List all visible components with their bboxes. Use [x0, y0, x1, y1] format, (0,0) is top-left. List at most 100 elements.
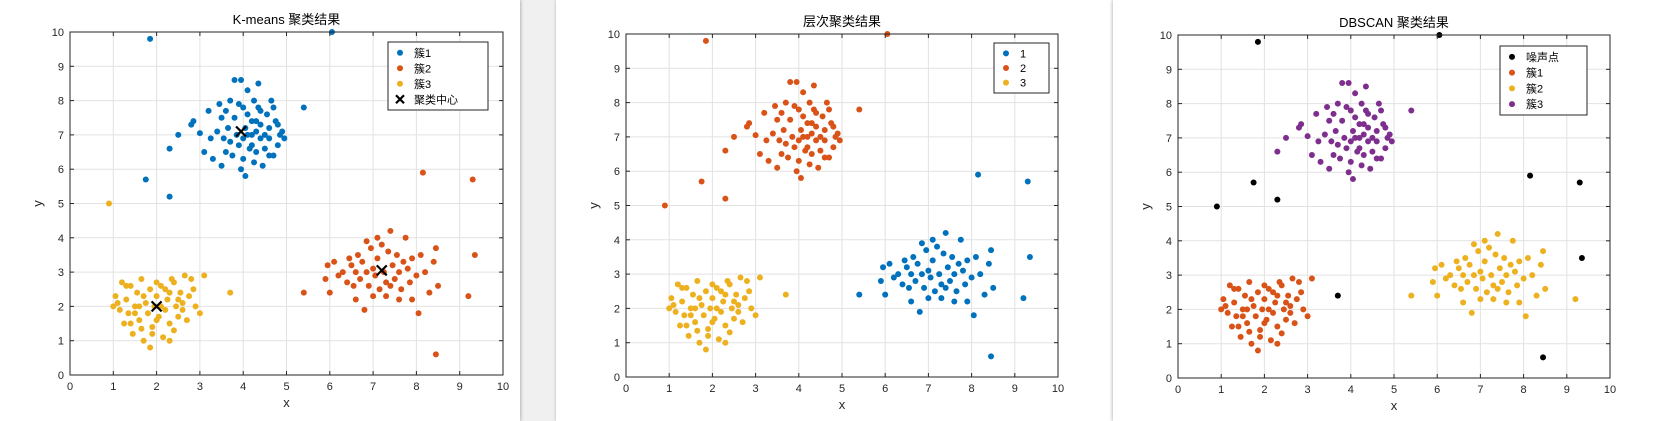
x-axis-label: x — [1391, 398, 1398, 413]
point-1 — [957, 236, 964, 243]
x-axis-label: x — [283, 395, 290, 410]
point-簇1 — [222, 149, 229, 156]
point-2 — [787, 116, 794, 123]
point-簇2 — [393, 251, 400, 258]
point-2 — [769, 130, 776, 137]
point-簇3 — [196, 310, 203, 317]
point-簇1 — [264, 111, 271, 118]
y-tick-label: 2 — [1166, 304, 1172, 316]
point-簇3 — [1274, 148, 1281, 155]
point-簇1 — [1265, 285, 1272, 292]
point-2 — [804, 133, 811, 140]
point-2 — [817, 147, 824, 154]
point-簇3 — [1360, 152, 1367, 159]
point-簇3 — [1339, 80, 1346, 87]
point-3 — [681, 312, 688, 319]
point-簇2 — [1468, 309, 1475, 316]
point-1 — [856, 291, 863, 298]
point-2 — [789, 133, 796, 140]
point-簇1 — [253, 128, 260, 135]
y-tick-label: 1 — [58, 336, 64, 348]
point-3 — [713, 284, 720, 291]
point-簇1 — [225, 125, 232, 132]
point-3 — [702, 288, 709, 295]
hierarchical-figure-window: 0 1 2 3 4 5 6 7 8 9 10 0 1 2 3 4 5 6 7 8 9 10 层次聚类结果 x y 1 2 3 — [556, 0, 1113, 421]
point-2 — [791, 103, 798, 110]
point-簇3 — [136, 317, 143, 324]
point-簇3 — [188, 275, 195, 282]
point-1 — [977, 271, 984, 278]
point-簇1 — [257, 107, 264, 114]
point-3 — [752, 312, 759, 319]
point-簇3 — [1308, 152, 1315, 159]
point-簇1 — [238, 166, 245, 173]
point-簇2 — [344, 279, 351, 286]
point-2 — [791, 144, 798, 151]
point-簇3 — [186, 293, 193, 300]
point-簇2 — [1522, 313, 1529, 320]
point-簇3 — [1343, 104, 1350, 111]
point-簇3 — [112, 293, 119, 300]
point-1 — [927, 274, 934, 281]
point-簇1 — [1220, 296, 1227, 303]
point-簇1 — [1226, 282, 1233, 289]
hierarchical-scatter-chart: 0 1 2 3 4 5 6 7 8 9 10 0 1 2 3 4 5 6 7 8 9 10 层次聚类结果 x y 1 2 3 — [586, 14, 1064, 412]
legend-marker — [1003, 50, 1009, 57]
point-簇2 — [1432, 265, 1439, 272]
point-簇2 — [361, 306, 368, 313]
point-簇2 — [406, 279, 413, 286]
point-3 — [705, 332, 712, 339]
point-簇2 — [422, 269, 429, 276]
point-2 — [793, 79, 800, 86]
point-1 — [901, 257, 908, 264]
point-簇3 — [125, 310, 132, 317]
point-3 — [677, 322, 683, 329]
point-1 — [972, 253, 979, 260]
point-簇2 — [378, 241, 385, 248]
point-簇3 — [166, 337, 173, 344]
y-tick-label: 10 — [52, 27, 64, 39]
point-簇2 — [1434, 292, 1441, 299]
point-2 — [856, 106, 863, 113]
point-1 — [981, 291, 988, 298]
point-簇2 — [1490, 296, 1497, 303]
point-簇3 — [153, 279, 160, 286]
point-簇1 — [1229, 323, 1235, 330]
point-簇1 — [218, 114, 225, 121]
point-簇1 — [1270, 289, 1277, 296]
point-2 — [826, 154, 833, 161]
point-簇3 — [1349, 176, 1356, 183]
point-1 — [882, 291, 889, 298]
point-簇1 — [248, 142, 255, 149]
point-簇3 — [1339, 117, 1346, 124]
point-簇3 — [123, 282, 130, 289]
legend-box — [387, 41, 489, 111]
point-簇3 — [1365, 138, 1372, 145]
point-1 — [1024, 178, 1031, 185]
point-簇3 — [136, 303, 143, 310]
point-1 — [914, 260, 921, 267]
point-簇2 — [1488, 272, 1495, 279]
point-2 — [819, 113, 826, 120]
point-2 — [823, 99, 830, 106]
point-簇2 — [1466, 261, 1473, 268]
point-3 — [670, 301, 677, 308]
point-簇3 — [118, 279, 125, 286]
x-tick-label: 5 — [839, 383, 845, 395]
x-tick-label: 1 — [110, 381, 116, 393]
point-簇3 — [166, 320, 173, 327]
point-簇3 — [1373, 155, 1380, 162]
point-簇1 — [238, 77, 245, 84]
point-2 — [746, 120, 753, 127]
point-簇3 — [147, 286, 154, 293]
point-2 — [821, 127, 828, 134]
point-1 — [931, 288, 938, 295]
point-簇3 — [1356, 145, 1363, 152]
point-2 — [772, 103, 779, 110]
point-簇2 — [1460, 272, 1467, 279]
point-3 — [702, 346, 709, 353]
point-簇2 — [348, 262, 355, 269]
point-2 — [813, 109, 820, 116]
point-簇1 — [1224, 309, 1231, 316]
point-2 — [813, 137, 820, 144]
